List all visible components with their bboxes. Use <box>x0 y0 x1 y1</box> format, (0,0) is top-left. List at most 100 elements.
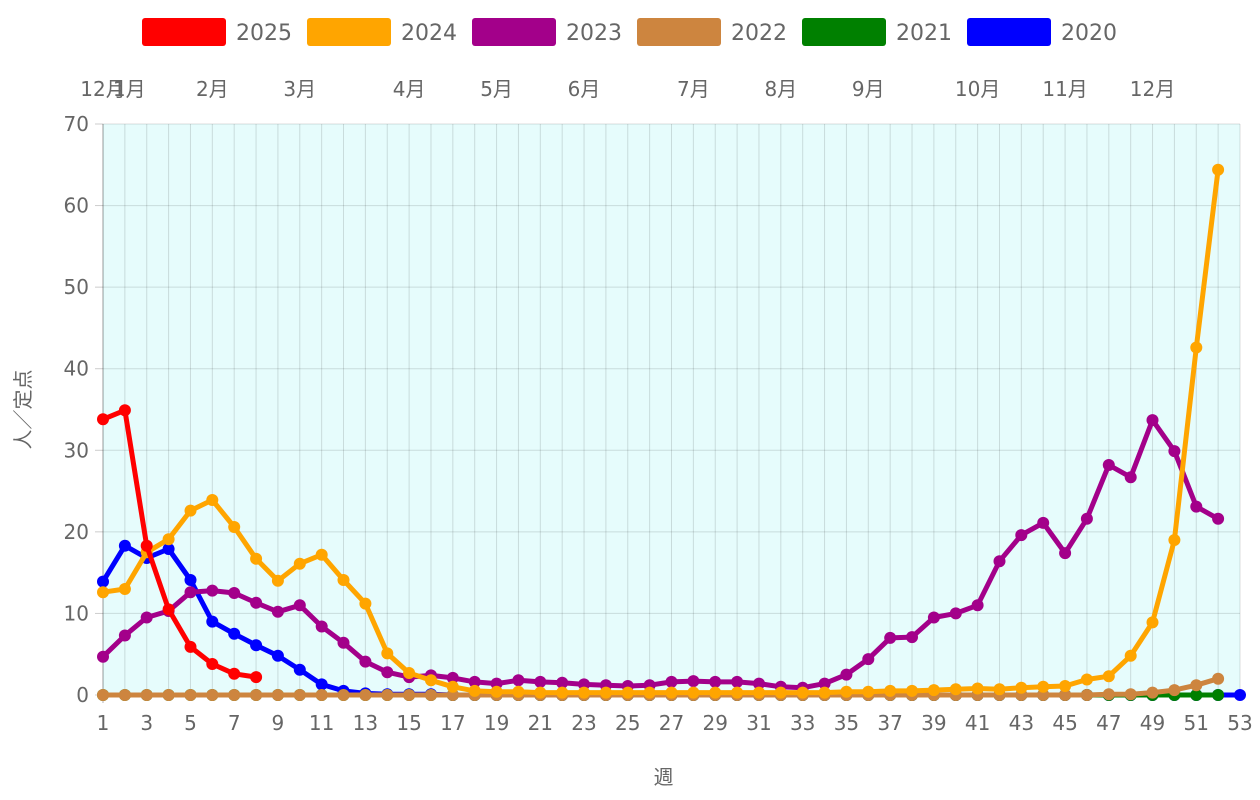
data-point-2021[interactable] <box>1190 689 1203 701</box>
data-point-2024[interactable] <box>228 521 241 533</box>
data-point-2024[interactable] <box>468 684 481 697</box>
data-point-2022[interactable] <box>1037 689 1050 701</box>
data-point-2022[interactable] <box>118 689 131 701</box>
data-point-2023[interactable] <box>1124 471 1137 484</box>
data-point-2024[interactable] <box>337 574 350 586</box>
data-point-2024[interactable] <box>1168 534 1181 546</box>
data-point-2024[interactable] <box>315 548 328 561</box>
data-point-2024[interactable] <box>621 686 634 699</box>
data-point-2022[interactable] <box>184 689 197 701</box>
data-point-2024[interactable] <box>993 683 1006 696</box>
data-point-2024[interactable] <box>403 667 416 679</box>
data-point-2023[interactable] <box>927 611 940 624</box>
data-point-2023[interactable] <box>1037 516 1050 529</box>
data-point-2025[interactable] <box>162 603 175 616</box>
data-point-2023[interactable] <box>446 671 459 684</box>
data-point-2023[interactable] <box>468 675 481 688</box>
data-point-2023[interactable] <box>840 668 853 681</box>
data-point-2024[interactable] <box>1080 673 1093 686</box>
data-point-2023[interactable] <box>512 674 525 687</box>
data-point-2023[interactable] <box>337 636 350 649</box>
legend-item-2023[interactable]: 2023 <box>472 18 622 46</box>
data-point-2024[interactable] <box>906 684 918 697</box>
data-point-2025[interactable] <box>140 539 153 552</box>
legend-item-2020[interactable]: 2020 <box>967 18 1117 46</box>
data-point-2024[interactable] <box>1015 681 1028 694</box>
data-point-2024[interactable] <box>709 686 722 699</box>
data-point-2020[interactable] <box>206 615 219 628</box>
data-point-2024[interactable] <box>599 686 612 699</box>
data-point-2022[interactable] <box>359 689 372 701</box>
data-point-2022[interactable] <box>1212 672 1225 685</box>
data-point-2023[interactable] <box>709 675 722 688</box>
data-point-2023[interactable] <box>250 596 263 609</box>
data-point-2022[interactable] <box>425 689 437 701</box>
data-point-2024[interactable] <box>1102 670 1115 683</box>
data-point-2024[interactable] <box>731 686 744 699</box>
data-point-2023[interactable] <box>315 620 328 633</box>
data-point-2024[interactable] <box>1059 680 1072 692</box>
data-point-2024[interactable] <box>206 494 219 506</box>
data-point-2022[interactable] <box>1168 684 1181 697</box>
data-point-2022[interactable] <box>381 689 394 701</box>
data-point-2024[interactable] <box>1190 341 1203 354</box>
legend-item-2024[interactable]: 2024 <box>307 18 457 46</box>
data-point-2024[interactable] <box>359 597 372 610</box>
data-point-2022[interactable] <box>1190 679 1203 692</box>
data-point-2023[interactable] <box>906 631 918 644</box>
data-point-2023[interactable] <box>140 611 153 624</box>
data-point-2024[interactable] <box>1146 616 1159 629</box>
data-point-2023[interactable] <box>993 555 1006 568</box>
data-point-2023[interactable] <box>665 675 678 688</box>
data-point-2023[interactable] <box>228 587 241 599</box>
data-point-2024[interactable] <box>97 586 109 599</box>
data-point-2020[interactable] <box>184 574 197 586</box>
legend-item-2025[interactable]: 2025 <box>142 18 292 46</box>
data-point-2024[interactable] <box>687 686 700 699</box>
data-point-2020[interactable] <box>315 678 328 691</box>
data-point-2024[interactable] <box>971 682 984 695</box>
data-point-2020[interactable] <box>228 627 241 640</box>
data-point-2023[interactable] <box>1080 512 1093 525</box>
data-point-2024[interactable] <box>250 552 263 565</box>
data-point-2024[interactable] <box>293 557 306 570</box>
data-point-2022[interactable] <box>1080 689 1093 701</box>
data-point-2023[interactable] <box>1059 547 1072 560</box>
data-point-2020[interactable] <box>97 575 109 588</box>
data-point-2023[interactable] <box>184 586 197 599</box>
data-point-2023[interactable] <box>1168 445 1181 458</box>
legend-item-2021[interactable]: 2021 <box>802 18 952 46</box>
data-point-2023[interactable] <box>293 599 306 612</box>
data-point-2024[interactable] <box>753 686 765 699</box>
data-point-2022[interactable] <box>250 689 263 701</box>
legend-item-2022[interactable]: 2022 <box>637 18 787 46</box>
data-point-2023[interactable] <box>97 650 109 663</box>
data-point-2024[interactable] <box>1212 163 1225 176</box>
data-point-2023[interactable] <box>1190 500 1203 513</box>
data-point-2024[interactable] <box>512 685 525 698</box>
data-point-2023[interactable] <box>359 655 372 668</box>
data-point-2023[interactable] <box>534 675 547 688</box>
data-point-2024[interactable] <box>490 685 503 698</box>
data-point-2024[interactable] <box>818 686 831 699</box>
data-point-2024[interactable] <box>774 686 787 699</box>
data-point-2022[interactable] <box>228 689 241 701</box>
data-point-2023[interactable] <box>118 629 131 642</box>
data-point-2024[interactable] <box>1037 680 1050 693</box>
data-point-2024[interactable] <box>578 686 590 699</box>
data-point-2022[interactable] <box>337 689 350 701</box>
data-point-2025[interactable] <box>97 413 109 426</box>
data-point-2023[interactable] <box>1102 459 1115 471</box>
data-point-2022[interactable] <box>293 689 306 701</box>
data-point-2022[interactable] <box>1146 686 1159 699</box>
data-point-2023[interactable] <box>1015 529 1028 542</box>
data-point-2024[interactable] <box>665 686 678 699</box>
data-point-2023[interactable] <box>271 605 284 618</box>
data-point-2023[interactable] <box>753 677 765 690</box>
data-point-2020[interactable] <box>293 663 306 676</box>
data-point-2024[interactable] <box>796 686 809 699</box>
data-point-2024[interactable] <box>840 685 853 698</box>
data-point-2023[interactable] <box>1146 414 1159 427</box>
data-point-2023[interactable] <box>731 675 744 688</box>
data-point-2022[interactable] <box>446 689 459 701</box>
